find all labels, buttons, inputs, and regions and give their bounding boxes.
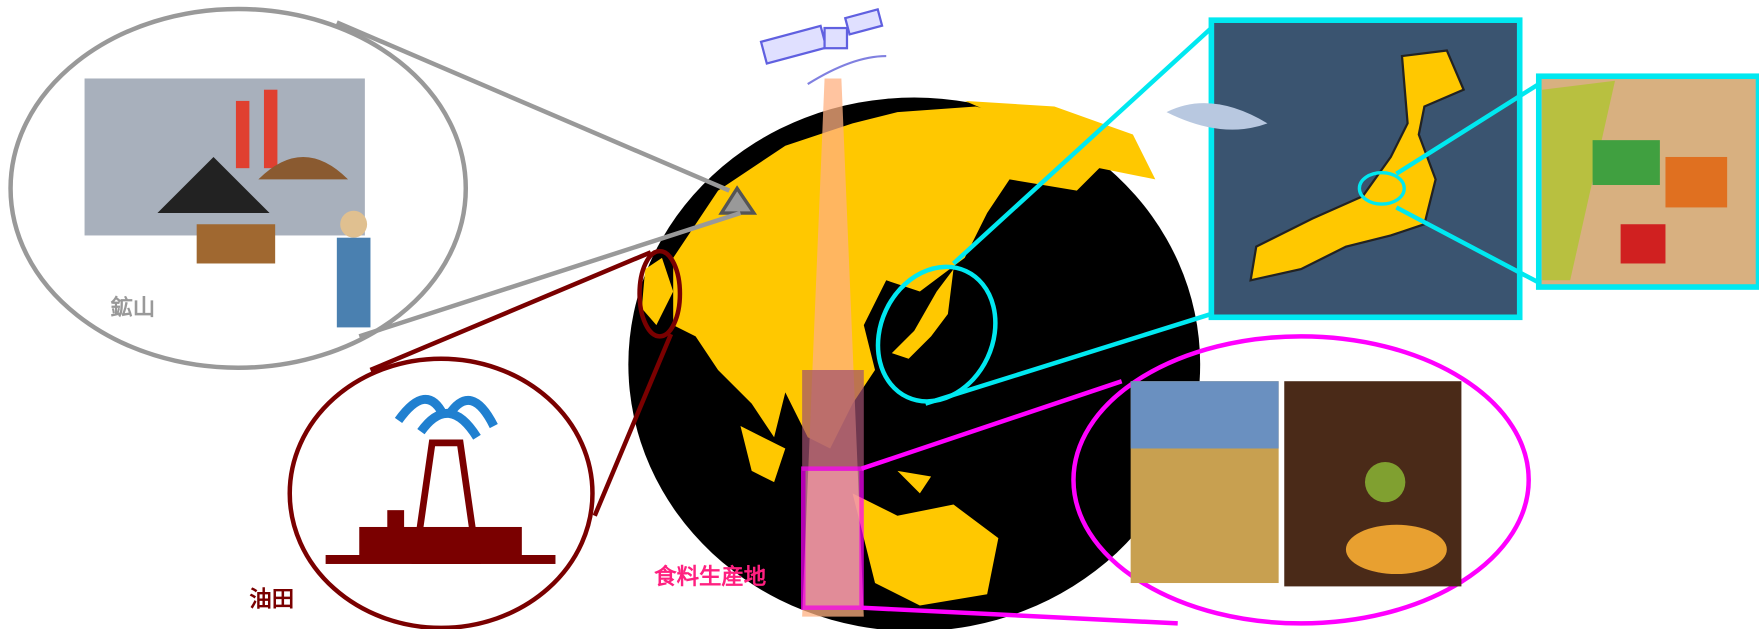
callout-line <box>358 210 742 339</box>
callout-line <box>369 250 652 373</box>
callout-line <box>592 333 674 517</box>
oil-field-marker <box>637 248 683 339</box>
oil-field-label: 油田 <box>249 586 294 612</box>
japan-marker <box>875 264 998 404</box>
callout-line <box>1395 82 1540 176</box>
pie <box>1345 524 1447 575</box>
oil-rig-illustration <box>325 394 556 564</box>
mine-illustration <box>84 78 371 328</box>
food-callout <box>1071 334 1531 626</box>
japan-map <box>1249 49 1466 282</box>
crops <box>1542 80 1616 281</box>
mine-label: 鉱山 <box>110 294 155 321</box>
oil-field-callout <box>287 356 595 629</box>
farm-marker <box>1357 170 1406 206</box>
callout-line <box>861 605 1178 626</box>
trailer <box>1665 156 1728 208</box>
tractor <box>1620 224 1666 264</box>
grapes <box>1364 461 1406 503</box>
satellite <box>759 8 887 86</box>
callout-line <box>1395 205 1540 285</box>
wheat-sky <box>1130 381 1279 449</box>
callout-line <box>335 20 731 193</box>
food-production-label: 食料生産地 <box>654 563 767 590</box>
fish <box>1166 103 1268 130</box>
callout-line <box>860 379 1123 471</box>
harvester <box>1592 140 1660 185</box>
mine-callout <box>8 6 469 370</box>
callout-line <box>951 26 1213 266</box>
beam-shade <box>802 370 864 471</box>
callout-line <box>924 311 1213 406</box>
food-area-marker <box>801 466 864 610</box>
